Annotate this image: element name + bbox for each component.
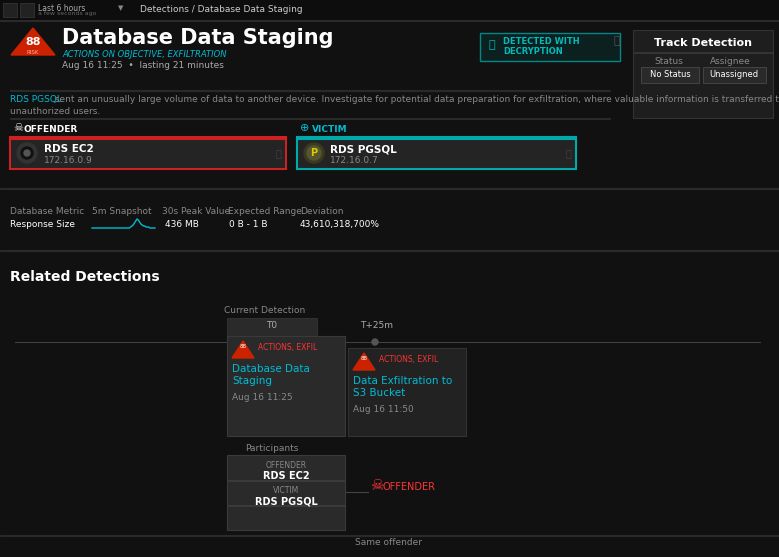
Bar [227, 318, 317, 336]
Bar [633, 30, 773, 118]
Bar [0, 20, 779, 21]
Bar [227, 480, 345, 481]
Bar [10, 137, 286, 139]
Circle shape [24, 150, 30, 156]
Text: ⊕: ⊕ [300, 123, 309, 133]
Text: Database Data Staging: Database Data Staging [62, 28, 333, 48]
Text: Expected Range: Expected Range [228, 207, 302, 216]
Circle shape [17, 143, 37, 163]
Text: P: P [311, 148, 318, 158]
Text: 88: 88 [361, 356, 368, 361]
Text: 172.16.0.9: 172.16.0.9 [44, 156, 93, 165]
Bar [10, 137, 286, 169]
Text: 43,610,318,700%: 43,610,318,700% [300, 220, 380, 229]
Text: 88: 88 [239, 344, 246, 349]
Text: Unassigned: Unassigned [710, 70, 759, 79]
Text: ACTIONS, EXFIL: ACTIONS, EXFIL [379, 355, 439, 364]
Bar [0, 250, 779, 251]
Text: T0: T0 [266, 321, 277, 330]
Circle shape [21, 147, 33, 159]
Text: Data Exfiltration to: Data Exfiltration to [353, 376, 453, 386]
Circle shape [372, 339, 378, 345]
Text: No Status: No Status [650, 70, 690, 79]
Text: T+25m: T+25m [360, 321, 393, 330]
Circle shape [269, 339, 275, 345]
Text: Assignee: Assignee [710, 57, 751, 66]
Text: Database Data: Database Data [232, 364, 310, 374]
Text: a few seconds ago: a few seconds ago [38, 11, 97, 16]
Text: OFFENDER: OFFENDER [24, 125, 78, 134]
Text: ▼: ▼ [118, 5, 123, 11]
Text: Aug 16 11:25: Aug 16 11:25 [232, 393, 293, 402]
Text: Last 6 hours: Last 6 hours [38, 4, 86, 13]
Text: RDS PGSQL: RDS PGSQL [10, 95, 62, 104]
Text: S3 Bucket: S3 Bucket [353, 388, 405, 398]
Circle shape [304, 143, 324, 163]
Text: 88: 88 [25, 37, 41, 47]
Text: ☠: ☠ [370, 478, 383, 493]
Text: Response Size: Response Size [10, 220, 75, 229]
Text: sent an unusually large volume of data to another device. Investigate for potent: sent an unusually large volume of data t… [52, 95, 779, 104]
Text: ACTIONS ON OBJECTIVE, EXFILTRATION: ACTIONS ON OBJECTIVE, EXFILTRATION [62, 50, 227, 59]
Text: 5m Snapshot: 5m Snapshot [92, 207, 152, 216]
Text: DECRYPTION: DECRYPTION [503, 47, 562, 56]
Bar [227, 336, 345, 436]
Text: Deviation: Deviation [300, 207, 344, 216]
Text: 🔒: 🔒 [489, 40, 495, 50]
Bar [297, 137, 576, 139]
Bar [297, 137, 576, 169]
Text: Status: Status [654, 57, 683, 66]
Text: VICTIM: VICTIM [273, 486, 299, 495]
Text: RISK: RISK [26, 50, 39, 55]
Text: Current Detection: Current Detection [224, 306, 305, 315]
Bar [641, 67, 699, 83]
Text: OFFENDER: OFFENDER [266, 461, 307, 470]
Bar [480, 33, 620, 61]
Text: Detections / Database Data Staging: Detections / Database Data Staging [140, 5, 302, 14]
Bar [10, 118, 610, 119]
Bar [633, 52, 773, 53]
Bar [703, 67, 766, 83]
Bar [10, 90, 610, 91]
Bar [227, 455, 345, 530]
Text: Database Metric: Database Metric [10, 207, 84, 216]
Bar [0, 188, 779, 189]
Bar [227, 505, 345, 506]
Text: ☠: ☠ [13, 123, 23, 133]
Polygon shape [232, 341, 254, 358]
Text: 436 MB: 436 MB [165, 220, 199, 229]
Text: Staging: Staging [232, 376, 272, 386]
Text: unauthorized users.: unauthorized users. [10, 107, 100, 116]
Circle shape [307, 146, 321, 160]
Text: RDS EC2: RDS EC2 [263, 471, 309, 481]
Text: DETECTED WITH: DETECTED WITH [503, 37, 580, 46]
Text: RDS EC2: RDS EC2 [44, 144, 93, 154]
Polygon shape [11, 28, 55, 55]
Text: Aug 16 11:25  •  lasting 21 minutes: Aug 16 11:25 • lasting 21 minutes [62, 61, 224, 70]
Text: 172.16.0.7: 172.16.0.7 [330, 156, 379, 165]
Text: Participants: Participants [245, 444, 298, 453]
Text: ⓘ: ⓘ [275, 148, 281, 158]
Bar [0, 0, 779, 20]
Text: OFFENDER: OFFENDER [383, 482, 436, 492]
Text: RDS PGSQL: RDS PGSQL [255, 496, 317, 506]
Text: Aug 16 11:50: Aug 16 11:50 [353, 405, 414, 414]
Bar [3, 3, 17, 17]
Text: Related Detections: Related Detections [10, 270, 160, 284]
Text: 30s Peak Value: 30s Peak Value [162, 207, 230, 216]
Polygon shape [353, 353, 375, 370]
Text: ⓘ: ⓘ [565, 148, 571, 158]
Bar [348, 348, 466, 436]
Text: RDS PGSQL: RDS PGSQL [330, 144, 397, 154]
Bar [0, 535, 779, 536]
Bar [20, 3, 34, 17]
Text: Same offender: Same offender [355, 538, 422, 547]
Text: ACTIONS, EXFIL: ACTIONS, EXFIL [258, 343, 317, 352]
Text: ⓘ: ⓘ [614, 36, 620, 46]
Text: Track Detection: Track Detection [654, 38, 752, 48]
Text: VICTIM: VICTIM [312, 125, 347, 134]
Text: 0 B - 1 B: 0 B - 1 B [229, 220, 267, 229]
